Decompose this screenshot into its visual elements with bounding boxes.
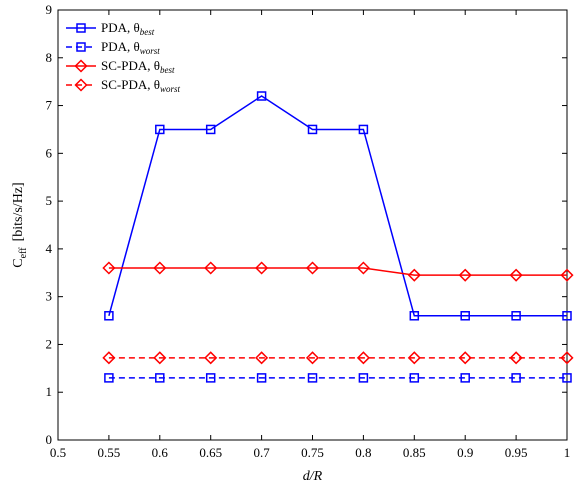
data-point	[409, 373, 420, 383]
data-point	[511, 373, 521, 383]
data-point	[509, 351, 523, 365]
data-point	[407, 268, 421, 282]
data-point	[102, 351, 116, 365]
data-point	[560, 268, 574, 282]
x-tick-label: 0.8	[355, 445, 371, 460]
y-tick-label: 3	[46, 289, 53, 304]
y-tick-label: 9	[46, 2, 53, 17]
data-point	[458, 268, 472, 282]
data-point	[307, 124, 318, 135]
data-point	[255, 351, 269, 365]
legend-label: PDA, θworst	[101, 39, 160, 56]
x-tick-label: 0.9	[457, 445, 473, 460]
data-point	[509, 268, 523, 282]
legend-marker	[76, 23, 86, 33]
data-point	[356, 351, 370, 365]
data-point	[255, 261, 269, 275]
x-tick-label: 1	[564, 445, 571, 460]
y-tick-label: 6	[46, 145, 53, 160]
series-line-0	[108, 95, 567, 317]
x-tick-label: 0.65	[199, 445, 222, 460]
data-point	[407, 351, 421, 365]
y-axis-label: Ceff[bits/s/Hz]	[11, 182, 29, 267]
legend-label: SC-PDA, θworst	[101, 77, 180, 94]
y-tick-label: 0	[46, 432, 53, 447]
x-tick-label: 0.55	[98, 445, 121, 460]
y-tick-label: 4	[46, 241, 53, 256]
legend-label: PDA, θbest	[101, 20, 155, 37]
data-point	[356, 261, 370, 275]
legend-marker	[76, 42, 86, 52]
legend-marker	[74, 59, 88, 73]
x-tick-label: 0.95	[505, 445, 528, 460]
data-point	[204, 261, 218, 275]
y-tick-label: 1	[46, 384, 53, 399]
data-point	[562, 373, 572, 383]
x-tick-label: 0.6	[152, 445, 169, 460]
data-point	[458, 351, 472, 365]
data-point	[460, 311, 470, 321]
legend-marker	[74, 78, 88, 92]
data-point	[204, 351, 218, 365]
data-point	[205, 124, 216, 135]
data-point	[256, 373, 267, 383]
data-point	[256, 91, 267, 101]
series-line-2	[108, 267, 567, 276]
legend-label: SC-PDA, θbest	[101, 58, 175, 75]
data-point	[511, 311, 521, 321]
data-point	[104, 373, 114, 383]
data-point	[155, 373, 165, 383]
data-point	[155, 124, 165, 135]
x-axis-label: d/R	[303, 469, 323, 484]
y-tick-label: 8	[46, 50, 53, 65]
data-point	[562, 311, 572, 321]
data-point	[153, 351, 167, 365]
x-tick-label: 0.75	[301, 445, 324, 460]
y-tick-label: 5	[46, 193, 53, 208]
x-tick-label: 0.7	[253, 445, 270, 460]
data-point	[153, 261, 167, 275]
data-point	[205, 373, 216, 383]
data-point	[409, 311, 420, 321]
data-point	[460, 373, 470, 383]
data-point	[358, 124, 369, 135]
data-point	[305, 261, 320, 275]
data-point	[358, 373, 369, 383]
y-tick-label: 2	[46, 336, 53, 351]
data-point	[102, 261, 116, 275]
x-tick-label: 0.5	[50, 445, 66, 460]
data-point	[560, 351, 574, 365]
data-point	[104, 311, 114, 321]
y-tick-label: 7	[46, 98, 53, 113]
x-tick-label: 0.85	[403, 445, 426, 460]
data-point	[305, 351, 320, 365]
data-point	[307, 373, 318, 383]
